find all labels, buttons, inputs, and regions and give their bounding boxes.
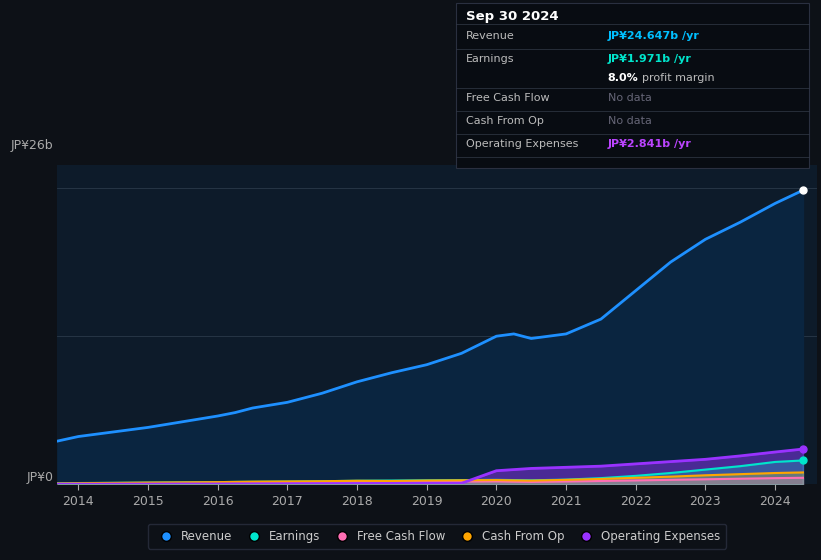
Text: No data: No data bbox=[608, 93, 651, 103]
Text: 8.0%: 8.0% bbox=[608, 73, 638, 83]
Text: JP¥24.647b /yr: JP¥24.647b /yr bbox=[608, 31, 699, 41]
Text: profit margin: profit margin bbox=[642, 73, 714, 83]
Text: Free Cash Flow: Free Cash Flow bbox=[466, 93, 550, 103]
Text: Revenue: Revenue bbox=[466, 31, 515, 41]
Text: No data: No data bbox=[608, 116, 651, 126]
Text: Cash From Op: Cash From Op bbox=[466, 116, 544, 126]
Legend: Revenue, Earnings, Free Cash Flow, Cash From Op, Operating Expenses: Revenue, Earnings, Free Cash Flow, Cash … bbox=[148, 524, 727, 549]
Text: Sep 30 2024: Sep 30 2024 bbox=[466, 10, 559, 22]
Text: JP¥26b: JP¥26b bbox=[11, 139, 53, 152]
Text: Earnings: Earnings bbox=[466, 54, 515, 64]
Text: JP¥1.971b /yr: JP¥1.971b /yr bbox=[608, 54, 691, 64]
Text: JP¥0: JP¥0 bbox=[26, 472, 53, 484]
Text: JP¥2.841b /yr: JP¥2.841b /yr bbox=[608, 139, 691, 149]
Text: Operating Expenses: Operating Expenses bbox=[466, 139, 579, 149]
